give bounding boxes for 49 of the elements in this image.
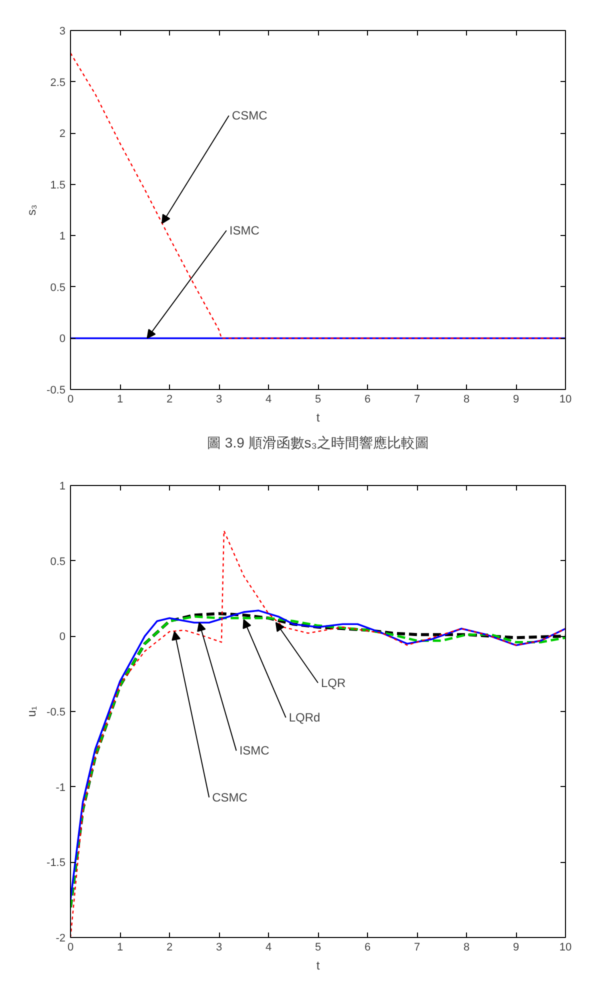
y-tick-label: -0.5 — [46, 706, 66, 718]
x-tick-label: 2 — [166, 394, 173, 406]
x-tick-label: 9 — [512, 942, 520, 954]
y-tick-label: -2 — [56, 932, 66, 944]
x-tick-label: 10 — [559, 394, 572, 406]
y-tick-label: -1.5 — [46, 857, 66, 870]
x-tick-label: 1 — [116, 394, 124, 406]
caption: 圖 3.9 順滑函數s₃之時間響應比較圖 — [207, 434, 429, 450]
x-tick-label: 6 — [364, 394, 371, 406]
y-tick-label: 0.5 — [50, 282, 66, 294]
x-tick-label: 3 — [216, 942, 222, 954]
x-tick-label: 4 — [265, 394, 272, 406]
x-tick-label: 0 — [67, 942, 74, 954]
line-series — [70, 52, 566, 339]
annotation: CSMC — [232, 108, 268, 123]
y-tick-label: 2.5 — [50, 76, 66, 89]
y-tick-label: -0.5 — [46, 384, 66, 396]
x-tick-label: 2 — [166, 942, 173, 954]
y-tick-label: 0 — [59, 631, 66, 644]
x-tick-label: 6 — [364, 942, 371, 954]
y-tick-label: 1 — [59, 230, 66, 243]
y-tick-label: 1.5 — [50, 179, 66, 192]
x-tick-label: 7 — [414, 394, 420, 406]
y-tick-label: -1 — [56, 782, 66, 794]
y-tick-label: 0.5 — [50, 556, 66, 568]
x-tick-label: 10 — [559, 942, 572, 954]
x-tick-label: 9 — [512, 394, 520, 406]
annotation: CSMC — [212, 790, 248, 804]
annotation: LQR — [321, 676, 346, 690]
x-tick-label: 4 — [265, 942, 272, 954]
x-tick-label: 5 — [314, 394, 322, 406]
annotation: ISMC — [229, 224, 260, 238]
y-tick-label: 2 — [59, 128, 66, 140]
y-tick-label: 0 — [59, 333, 66, 346]
x-tick-label: 3 — [216, 394, 222, 406]
x-tick-label: 8 — [463, 394, 470, 406]
y-tick-label: 1 — [59, 480, 66, 492]
x-tick-label: 0 — [67, 394, 74, 406]
x-axis-title: t — [316, 410, 320, 424]
x-tick-label: 8 — [463, 942, 470, 954]
x-axis-title: t — [316, 958, 320, 972]
annotation: ISMC — [239, 744, 270, 758]
x-tick-label: 7 — [414, 942, 420, 954]
y-axis-title: u₁ — [24, 706, 39, 717]
y-tick-label: 3 — [59, 26, 66, 38]
x-tick-label: 5 — [314, 942, 322, 954]
annotation: LQRd — [288, 710, 320, 725]
y-axis-title: s₃ — [24, 204, 39, 216]
x-tick-label: 1 — [116, 942, 124, 954]
